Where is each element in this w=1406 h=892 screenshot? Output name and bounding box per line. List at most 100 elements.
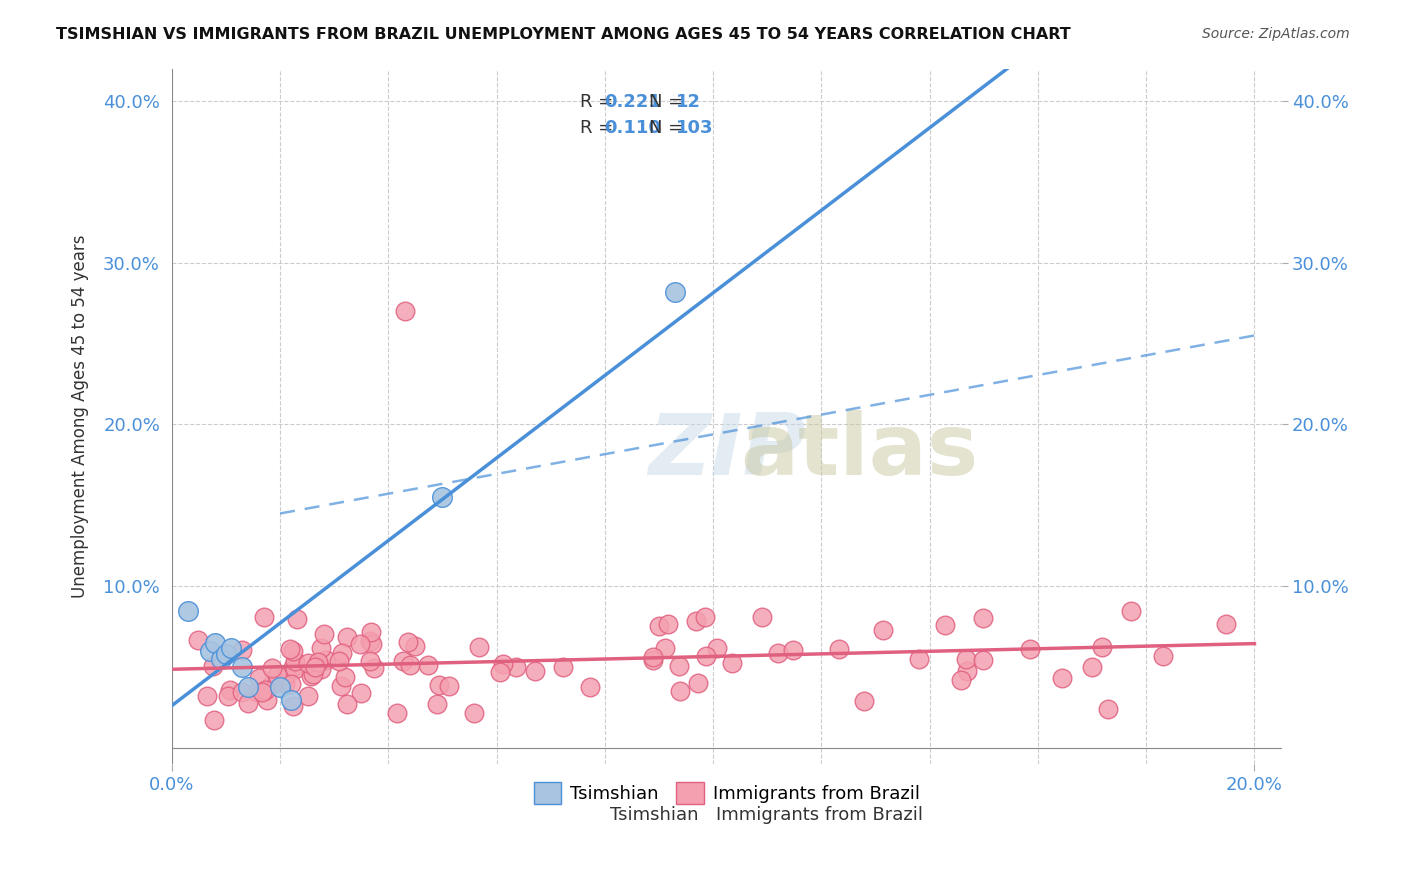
- Point: [399, 658, 422, 673]
- Point: [177, 603, 200, 617]
- Point: [1050, 672, 1073, 686]
- Point: [427, 678, 450, 692]
- Point: [492, 657, 515, 672]
- Point: [360, 625, 382, 640]
- Point: [304, 659, 326, 673]
- Point: [309, 662, 332, 676]
- Point: [416, 658, 439, 673]
- Point: [467, 640, 489, 655]
- Point: [187, 632, 209, 647]
- Point: [553, 660, 575, 674]
- Text: 103: 103: [676, 119, 713, 136]
- Text: 12: 12: [676, 93, 700, 111]
- Point: [437, 679, 460, 693]
- Point: [285, 612, 308, 626]
- Point: [648, 619, 671, 633]
- Point: [250, 685, 273, 699]
- Point: [283, 644, 305, 658]
- Point: [195, 689, 218, 703]
- Point: [246, 685, 269, 699]
- Point: [209, 652, 232, 666]
- Point: [198, 644, 221, 658]
- Point: [363, 661, 385, 675]
- Point: [523, 664, 546, 678]
- Point: [307, 655, 329, 669]
- Point: [751, 609, 773, 624]
- Point: [299, 668, 322, 682]
- Point: [266, 668, 288, 682]
- Point: [1119, 604, 1142, 618]
- Point: [1091, 640, 1114, 654]
- Point: [463, 706, 485, 721]
- Point: [688, 676, 710, 690]
- Point: [972, 653, 994, 667]
- Point: [247, 671, 270, 685]
- Point: [669, 684, 692, 698]
- Point: [934, 618, 956, 632]
- Point: [643, 653, 665, 667]
- Text: R =: R =: [581, 93, 619, 111]
- Text: Tsimshian: Tsimshian: [610, 806, 699, 824]
- Point: [253, 609, 276, 624]
- Point: [231, 643, 253, 657]
- Point: [872, 624, 894, 638]
- Point: [236, 680, 259, 694]
- Point: [280, 692, 302, 706]
- Y-axis label: Unemployment Among Ages 45 to 54 years: Unemployment Among Ages 45 to 54 years: [72, 235, 89, 599]
- Point: [766, 646, 789, 660]
- Point: [396, 634, 419, 648]
- Point: [297, 690, 319, 704]
- Point: [215, 647, 238, 661]
- Point: [336, 697, 359, 711]
- Point: [284, 662, 307, 676]
- Text: N =: N =: [650, 93, 689, 111]
- Point: [284, 654, 307, 668]
- Point: [668, 658, 690, 673]
- Point: [315, 652, 337, 666]
- Point: [254, 682, 277, 697]
- Point: [1152, 648, 1174, 663]
- Point: [328, 654, 350, 668]
- Point: [721, 656, 744, 670]
- Point: [685, 614, 707, 628]
- Point: [782, 643, 804, 657]
- Point: [664, 285, 686, 299]
- Point: [359, 634, 381, 648]
- Text: 0.110: 0.110: [605, 119, 661, 136]
- Point: [336, 630, 359, 644]
- Point: [231, 660, 253, 674]
- Point: [281, 660, 304, 674]
- Point: [955, 664, 977, 678]
- Point: [693, 610, 716, 624]
- Point: [309, 640, 332, 655]
- Point: [349, 637, 371, 651]
- Point: [426, 697, 449, 711]
- Point: [1097, 702, 1119, 716]
- Point: [236, 696, 259, 710]
- Point: [260, 661, 283, 675]
- Text: Immigrants from Brazil: Immigrants from Brazil: [716, 806, 922, 824]
- Point: [330, 647, 353, 661]
- Point: [314, 626, 336, 640]
- Point: [579, 680, 602, 694]
- Point: [221, 640, 243, 655]
- Point: [432, 491, 454, 505]
- Point: [404, 640, 426, 654]
- Point: [489, 665, 512, 679]
- Point: [1081, 659, 1104, 673]
- Point: [654, 641, 676, 656]
- Point: [201, 659, 224, 673]
- Point: [273, 676, 295, 690]
- Point: [260, 677, 283, 691]
- Point: [695, 648, 717, 663]
- Point: [280, 641, 302, 656]
- Point: [274, 667, 297, 681]
- Text: ZIP: ZIP: [648, 409, 806, 492]
- Point: [204, 636, 226, 650]
- Point: [828, 642, 851, 657]
- Point: [330, 679, 353, 693]
- Text: R =: R =: [581, 119, 619, 136]
- Point: [219, 682, 242, 697]
- Point: [302, 666, 325, 681]
- Point: [359, 654, 381, 668]
